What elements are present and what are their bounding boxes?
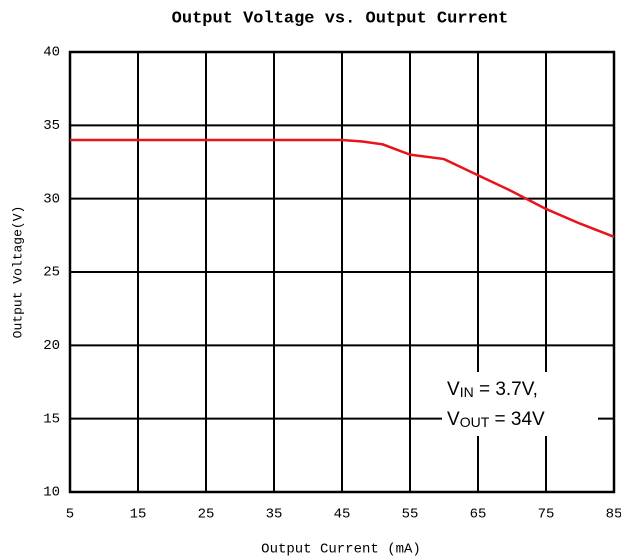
y-tick-label: 20 — [43, 338, 60, 354]
annotation: VOUT = 34V — [447, 409, 545, 430]
annotation-sub: OUT — [460, 414, 490, 430]
x-tick-label: 65 — [470, 507, 487, 523]
x-axis-label: Output Current (mA) — [261, 542, 421, 558]
x-tick-label: 75 — [538, 507, 555, 523]
x-tick-label: 15 — [130, 507, 147, 523]
x-tick-label: 85 — [606, 507, 621, 523]
y-tick-label: 15 — [43, 411, 60, 427]
chart-title: Output Voltage vs. Output Current — [172, 9, 509, 28]
y-tick-label: 25 — [43, 265, 60, 281]
y-axis-label: Output Voltage(V) — [10, 206, 25, 339]
x-tick-label: 25 — [198, 507, 215, 523]
plot-frame — [68, 50, 616, 494]
annotation-box — [442, 372, 598, 436]
annotation: VIN = 3.7V, — [447, 379, 538, 400]
annotation-main: V — [447, 409, 460, 430]
x-tick-label: 5 — [66, 507, 74, 523]
x-tick-label: 55 — [402, 507, 419, 523]
y-tick-label: 10 — [43, 485, 60, 501]
annotation-rest: = 3.7V, — [474, 379, 538, 400]
x-tick-label: 45 — [334, 507, 351, 523]
data-line — [70, 138, 615, 238]
annotation-sub: IN — [460, 384, 474, 400]
y-tick-label: 30 — [43, 191, 60, 207]
annotation-rest: = 34V — [489, 409, 545, 430]
annotation-main: V — [447, 379, 460, 400]
y-tick-label: 40 — [43, 45, 60, 61]
y-tick-label: 35 — [43, 118, 60, 134]
x-tick-label: 35 — [266, 507, 283, 523]
